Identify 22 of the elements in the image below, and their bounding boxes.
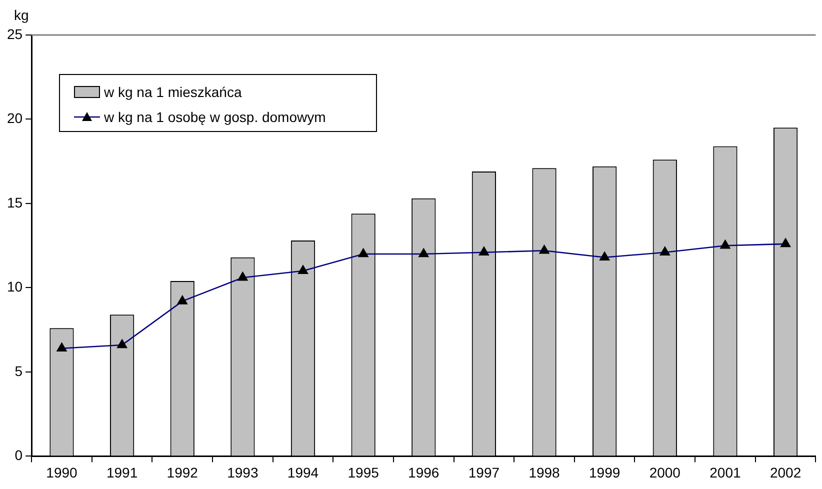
x-tick-label: 1993: [227, 464, 258, 480]
y-tick-label: 25: [6, 26, 23, 42]
y-tick-label: 20: [6, 110, 23, 126]
x-tick-label: 1999: [589, 464, 620, 480]
x-tick-label: 1995: [348, 464, 380, 480]
x-tick-label: 1994: [287, 464, 319, 480]
y-tick-label: 0: [14, 447, 23, 464]
y-axis-title: kg: [14, 7, 29, 23]
x-tick-label: 1991: [106, 464, 138, 480]
x-tick-label: 2000: [649, 464, 681, 480]
x-tick-label: 1997: [468, 464, 500, 480]
y-tick-label: 10: [6, 278, 23, 295]
x-tick-label: 1998: [528, 464, 560, 480]
x-tick-label: 1992: [166, 464, 198, 480]
legend-label: w kg na 1 osobę w gosp. domowym: [104, 108, 326, 124]
legend-label: w kg na 1 mieszkańca: [104, 84, 242, 100]
x-tick-label: 1990: [46, 464, 78, 480]
x-tick-label: 1996: [408, 464, 440, 480]
y-tick-label: 5: [14, 362, 23, 379]
y-tick-label: 15: [6, 194, 23, 210]
x-tick-label: 2001: [710, 464, 742, 480]
x-tick-label: 2002: [770, 464, 802, 480]
